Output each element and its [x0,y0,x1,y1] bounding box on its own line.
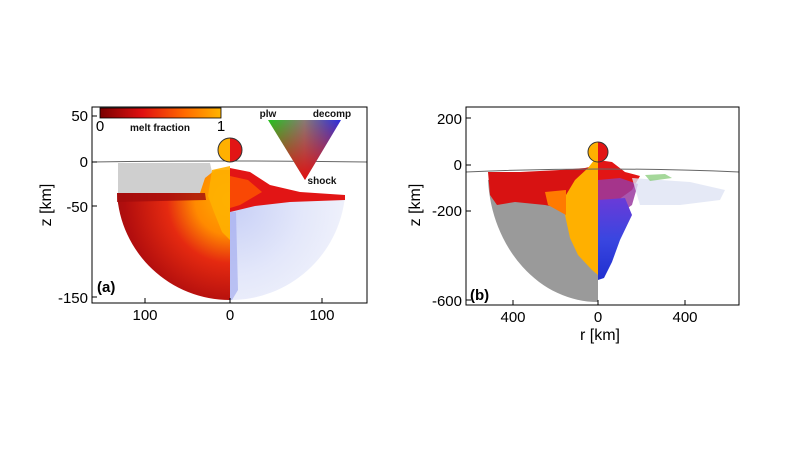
panel-b-xtick-2: 0 [594,309,602,326]
panel-b-faint-region [632,178,725,205]
panel-b-decompression-region [598,198,632,280]
panel-a-label: (a) [97,279,115,296]
panel-b-y-axis-label: z [km] [407,184,424,227]
panel-a-xtick-1: 100 [132,307,157,324]
panel-a-decompression-region [230,196,345,301]
panel-a-impactor [217,137,243,163]
panel-b-x-axis-label: r [km] [580,327,620,344]
panel-b-xtick-3: 400 [672,309,697,326]
panel-a-ytick-4: -150 [58,290,88,307]
panel-a-shock-glow [230,176,262,208]
panel-b-ytick-3: -200 [432,203,462,220]
panel-b-surface-line [466,168,739,173]
panel-b-melt-fringe [545,190,566,215]
panel-b-ytick-2: 0 [454,157,462,174]
panel-b [466,141,739,303]
panel-a-xtick-2: 0 [226,307,234,324]
panel-a-melt-core [208,166,230,240]
panel-b-ytick-4: -600 [432,293,462,310]
panel-a-axis-streak [230,212,238,300]
panel-b-frame [465,106,740,306]
panel-a-y-axis-label: z [km] [38,184,55,227]
panel-b-plw-streak [645,174,672,181]
panel-b-ytick-1: 200 [437,111,462,128]
panel-b-label: (b) [470,287,489,304]
panel-a-shock-strip [230,168,345,212]
panel-a-xtick-3: 100 [309,307,334,324]
colorbar-min-label: 0 [96,118,104,135]
ternary-color-key: plw decomp shock [260,109,352,187]
panel-b-xtick-1: 400 [500,309,525,326]
panel-a-melt-region [117,170,230,301]
panel-a-melt-surface-band [117,193,206,202]
melt-fraction-colorbar: 0 melt fraction 1 [96,107,225,135]
panel-a [92,137,367,301]
panel-a-ytick-3: -50 [66,199,88,216]
ternary-label-decomp: decomp [313,109,351,120]
panel-b-melt-plume [565,155,598,275]
colorbar-title: melt fraction [130,123,190,134]
colorbar-max-label: 1 [217,118,225,135]
panel-a-ytick-1: 50 [71,108,88,125]
panel-a-ytick-2: 0 [80,154,88,171]
panel-b-impactor [587,141,609,163]
ternary-label-plw: plw [260,109,277,120]
ternary-label-shock: shock [308,176,337,187]
panel-b-tick-marks [466,117,686,305]
panel-a-tick-marks [92,115,323,303]
